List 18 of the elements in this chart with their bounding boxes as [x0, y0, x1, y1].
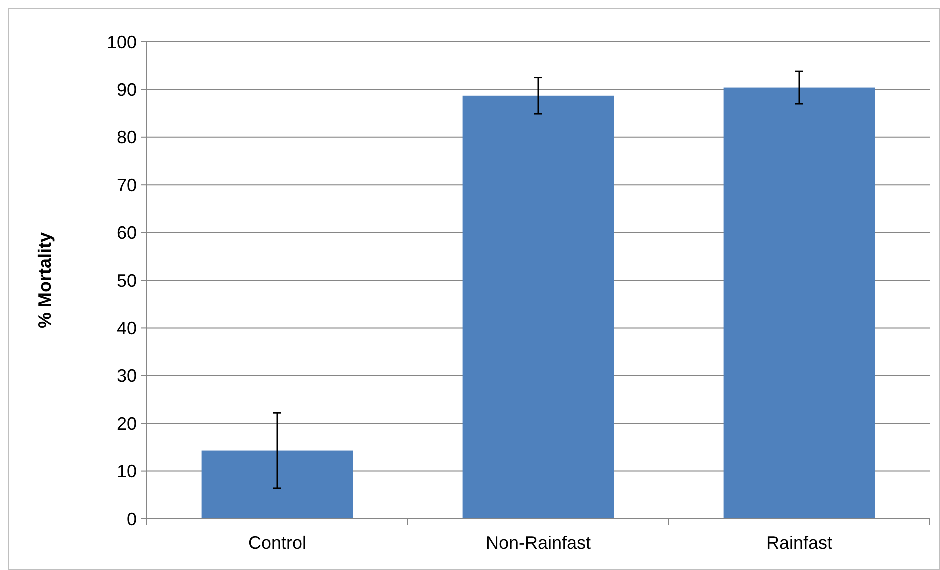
bar	[462, 96, 614, 519]
x-tick-label: Non-Rainfast	[486, 533, 592, 553]
y-tick-label: 90	[116, 80, 137, 100]
y-tick-label: 40	[116, 318, 137, 338]
bar	[724, 88, 876, 519]
y-axis-title: % Mortality	[35, 232, 55, 329]
x-tick-label: Control	[248, 533, 307, 553]
y-tick-label: 70	[116, 175, 137, 196]
y-tick-label: 60	[116, 223, 137, 244]
y-tick-label: 50	[116, 270, 137, 291]
x-tick-label: Rainfast	[766, 533, 833, 553]
y-tick-label: 0	[126, 509, 137, 530]
y-tick-label: 80	[116, 128, 137, 148]
y-tick-label: 20	[116, 414, 137, 434]
bar	[202, 450, 354, 519]
y-tick-label: 30	[116, 366, 137, 386]
y-tick-label: 100	[106, 32, 137, 52]
y-tick-label: 10	[116, 462, 137, 482]
